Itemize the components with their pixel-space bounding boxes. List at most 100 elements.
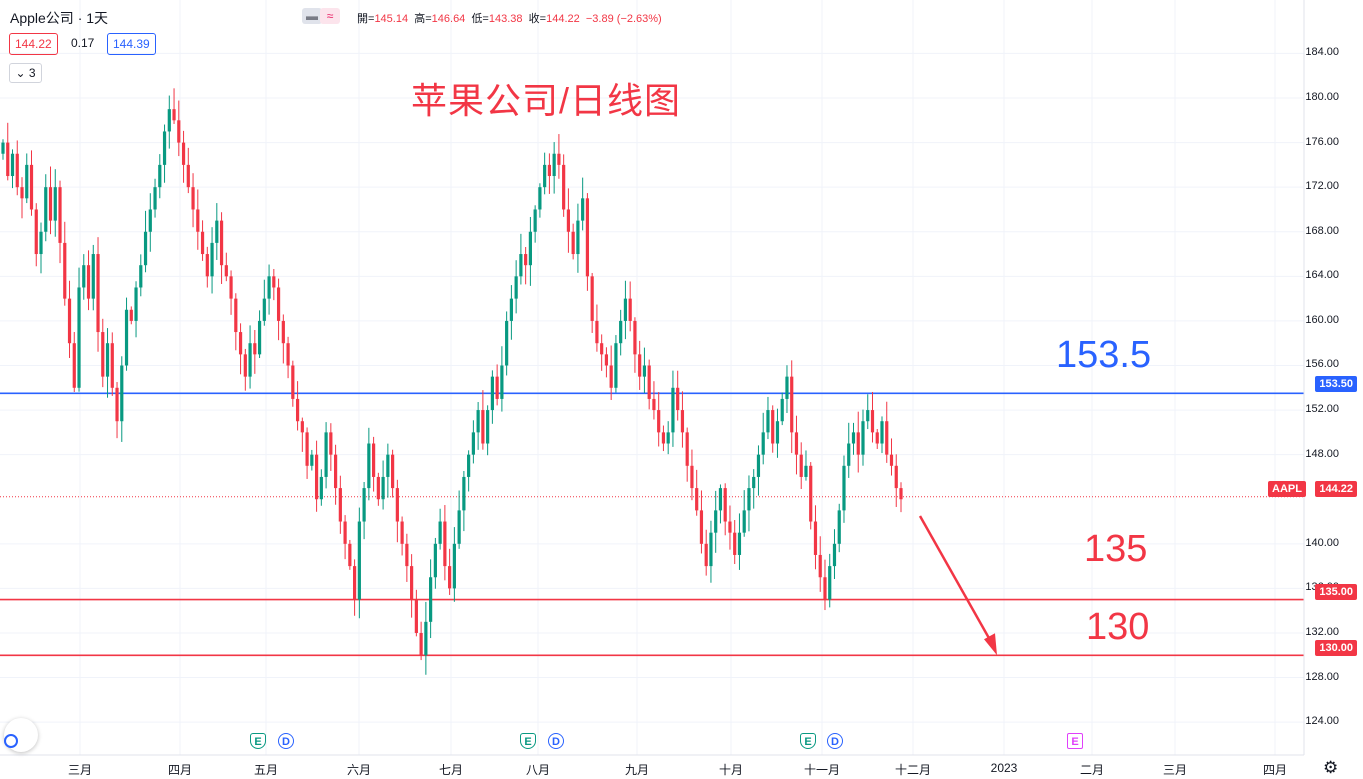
symbol-title[interactable]: Apple公司 · 1天 xyxy=(10,10,109,26)
candle-up xyxy=(357,521,361,600)
candle-up xyxy=(462,476,466,511)
time-tick-label: 四月 xyxy=(167,763,193,777)
candle-down xyxy=(58,187,62,243)
candle-up xyxy=(543,164,547,188)
candle-up xyxy=(619,320,623,344)
arrow-shaft xyxy=(918,515,995,646)
price-tick-label: 140.00 xyxy=(1305,536,1339,549)
candle-up xyxy=(25,164,29,199)
candle-down xyxy=(376,476,380,500)
candle-up xyxy=(837,510,841,544)
candle-down xyxy=(67,298,72,344)
annotation-130[interactable]: 130 xyxy=(1086,606,1150,648)
dividend-event-icon[interactable]: D xyxy=(548,733,564,749)
price-tick-label: 180.00 xyxy=(1305,91,1339,103)
earnings-event-icon[interactable]: E xyxy=(250,733,266,749)
candle-down xyxy=(172,109,176,121)
candle-down xyxy=(115,387,119,422)
candle-up xyxy=(82,265,86,288)
candle-up xyxy=(880,421,884,444)
candle-up xyxy=(780,398,784,422)
price-tick-label: 176.00 xyxy=(1305,135,1339,148)
candle-up xyxy=(714,510,718,533)
candle-down xyxy=(272,276,276,288)
candle-down xyxy=(547,164,552,177)
candle-down xyxy=(448,566,452,589)
chevron-down-icon: ⌄ xyxy=(15,66,26,80)
dividend-event-icon[interactable]: D xyxy=(278,733,294,749)
collapse-indicators-button[interactable]: ⌄ 3 xyxy=(9,63,42,83)
gear-icon[interactable]: ⚙ xyxy=(1323,758,1339,777)
candle-up xyxy=(666,432,670,444)
candle-down xyxy=(6,142,10,177)
sell-price-button[interactable]: 144.22 xyxy=(9,33,58,55)
candle-down xyxy=(495,376,499,399)
candle-down xyxy=(771,410,775,444)
annotation-153-5[interactable]: 153.5 xyxy=(1056,334,1152,376)
earnings-event-icon[interactable]: E xyxy=(800,733,816,749)
candle-up xyxy=(124,309,129,366)
candle-up xyxy=(804,465,808,477)
dividend-event-icon[interactable]: D xyxy=(827,733,843,749)
candle-down xyxy=(253,343,257,355)
candle-down xyxy=(48,187,53,221)
candle-down xyxy=(790,376,794,433)
price-label-153-50: 153.50 xyxy=(1315,376,1357,392)
candle-up xyxy=(528,231,532,266)
candle-down xyxy=(695,488,699,511)
candle-down xyxy=(276,287,281,321)
candle-down xyxy=(196,209,200,232)
approx-button[interactable]: ≈ xyxy=(320,8,340,24)
candle-down xyxy=(652,398,656,411)
candle-down xyxy=(229,276,233,299)
candle-down xyxy=(875,432,879,444)
change-value: −3.89 xyxy=(585,13,614,25)
change-percent: (−2.63%) xyxy=(616,13,662,25)
candle-up xyxy=(210,242,214,277)
open-value: 145.14 xyxy=(374,13,409,25)
candle-down xyxy=(419,632,423,656)
buy-price-button[interactable]: 144.39 xyxy=(107,33,156,55)
candle-down xyxy=(234,298,238,333)
candle-down xyxy=(647,365,651,399)
candle-up xyxy=(310,454,314,466)
annotation-135[interactable]: 135 xyxy=(1084,528,1148,570)
candle-up xyxy=(832,543,837,567)
candle-down xyxy=(395,488,399,522)
candle-down xyxy=(72,343,76,388)
candle-down xyxy=(291,365,295,399)
price-tick-label: 156.00 xyxy=(1305,358,1339,371)
candle-up xyxy=(53,187,57,221)
candle-up xyxy=(367,443,371,489)
candle-down xyxy=(110,343,114,388)
time-tick-label: 六月 xyxy=(346,763,372,777)
chart-annotation-title[interactable]: 苹果公司/日线图 xyxy=(411,80,682,121)
price-tick-label: 128.00 xyxy=(1305,670,1339,683)
candle-up xyxy=(785,376,789,399)
price-tick-label: 184.00 xyxy=(1305,46,1339,59)
price-tick-label: 124.00 xyxy=(1305,715,1339,728)
candle-up xyxy=(851,432,856,444)
candle-up xyxy=(215,220,219,243)
minus-button[interactable]: ▬ xyxy=(302,8,322,24)
candle-down xyxy=(704,543,708,567)
candle-down xyxy=(348,543,352,567)
candle-down xyxy=(405,543,409,567)
candle-down xyxy=(372,443,376,477)
earnings-event-icon[interactable]: E xyxy=(520,733,536,749)
logo-icon[interactable] xyxy=(4,734,18,748)
candle-up xyxy=(775,421,780,444)
candle-down xyxy=(628,298,632,321)
candle-up xyxy=(44,187,48,232)
candle-up xyxy=(386,454,390,477)
price-tick-label: 164.00 xyxy=(1305,269,1339,282)
candle-up xyxy=(552,153,556,177)
candle-down xyxy=(680,410,685,433)
future-earnings-event-icon[interactable]: E xyxy=(1067,733,1083,749)
candle-down xyxy=(585,198,590,277)
candle-up xyxy=(158,164,162,188)
candle-up xyxy=(262,298,266,321)
indicator-count: 3 xyxy=(28,66,36,80)
candle-up xyxy=(457,510,461,544)
